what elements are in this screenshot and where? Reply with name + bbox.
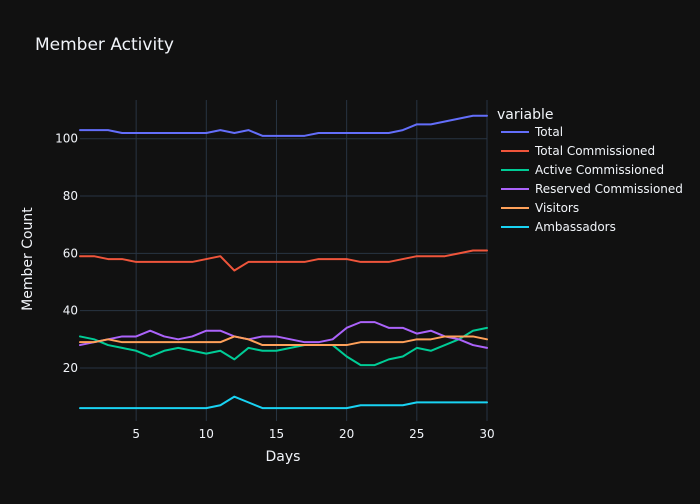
series-line	[79, 114, 488, 137]
series-lines	[79, 114, 488, 410]
legend-label: Total Commissioned	[534, 144, 655, 158]
y-tick-label: 100	[55, 132, 78, 146]
legend-item[interactable]: Total	[501, 125, 563, 139]
y-tick-label: 60	[63, 246, 78, 260]
series-line	[79, 249, 488, 272]
x-tick-label: 25	[409, 427, 424, 441]
series-line	[79, 395, 488, 410]
legend-label: Reserved Commissioned	[535, 182, 683, 196]
legend-item[interactable]: Active Commissioned	[501, 163, 664, 177]
series-line	[79, 321, 488, 349]
legend-label: Total	[534, 125, 563, 139]
x-tick-label: 15	[269, 427, 284, 441]
grid-lines	[80, 100, 488, 421]
x-tick-label: 10	[199, 427, 214, 441]
y-tick-label: 20	[63, 361, 78, 375]
legend-items[interactable]: Total Total Commissioned Active Commission…	[501, 125, 683, 234]
axes: 5 10 15 20 25 30 20 40 60 80 100	[55, 132, 495, 441]
y-tick-label: 40	[63, 304, 78, 318]
legend-label: Visitors	[535, 201, 579, 215]
legend-item[interactable]: Ambassadors	[501, 220, 616, 234]
legend-item[interactable]: Visitors	[501, 201, 579, 215]
legend-item[interactable]: Total Commissioned	[501, 144, 655, 158]
x-tick-label: 5	[132, 427, 140, 441]
legend-item[interactable]: Reserved Commissioned	[501, 182, 683, 196]
legend-label: Ambassadors	[535, 220, 616, 234]
series-line	[79, 335, 488, 347]
y-axis-title: Member Count	[20, 207, 36, 311]
legend-label: Active Commissioned	[535, 163, 664, 177]
legend-title: variable	[497, 107, 553, 123]
x-tick-label: 20	[339, 427, 354, 441]
series-line	[79, 326, 488, 367]
chart-title: Member Activity	[35, 35, 174, 55]
legend[interactable]: variable Total Total Commissioned Active C…	[497, 107, 683, 234]
x-axis-title: Days	[266, 449, 301, 465]
y-tick-label: 80	[63, 189, 78, 203]
x-tick-label: 30	[479, 427, 494, 441]
plot-area	[80, 100, 487, 421]
